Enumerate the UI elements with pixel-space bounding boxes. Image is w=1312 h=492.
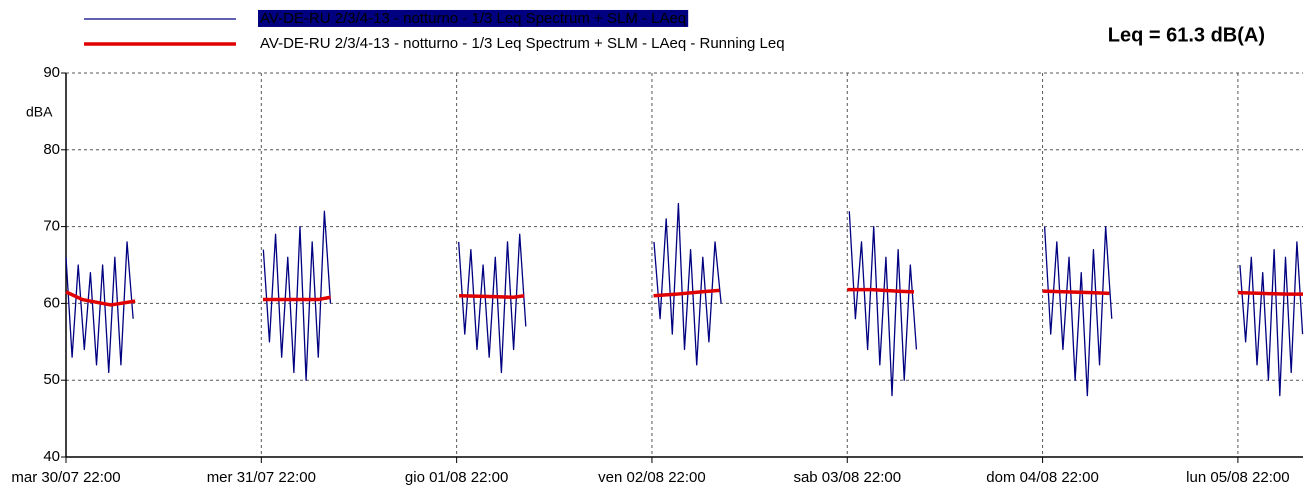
x-tick-label: lun 05/08 22:00 xyxy=(1186,469,1289,486)
x-tick-label: sab 03/08 22:00 xyxy=(793,469,901,486)
y-tick-label: 80 xyxy=(43,141,60,158)
x-tick-label: ven 02/08 22:00 xyxy=(598,469,706,486)
legend-highlight xyxy=(258,9,689,27)
y-tick-label: 90 xyxy=(43,64,60,81)
y-tick-label: 60 xyxy=(43,294,60,311)
y-axis-label: dBA xyxy=(26,104,53,120)
series-line xyxy=(65,287,1303,307)
x-tick-label: dom 04/08 22:00 xyxy=(986,469,1099,486)
y-tick-label: 40 xyxy=(43,448,60,465)
y-tick-label: 50 xyxy=(43,371,60,388)
legend-label: AV-DE-RU 2/3/4-13 - notturno - 1/3 Leq S… xyxy=(260,10,686,27)
legend-label: AV-DE-RU 2/3/4-13 - notturno - 1/3 Leq S… xyxy=(260,35,785,52)
x-tick-label: gio 01/08 22:00 xyxy=(405,469,508,486)
x-tick-label: mer 31/07 22:00 xyxy=(207,469,316,486)
x-tick-label: mar 30/07 22:00 xyxy=(11,469,120,486)
y-tick-label: 70 xyxy=(43,218,60,235)
leq-annotation: Leq = 61.3 dB(A) xyxy=(1108,24,1265,46)
series-line xyxy=(65,202,1304,397)
